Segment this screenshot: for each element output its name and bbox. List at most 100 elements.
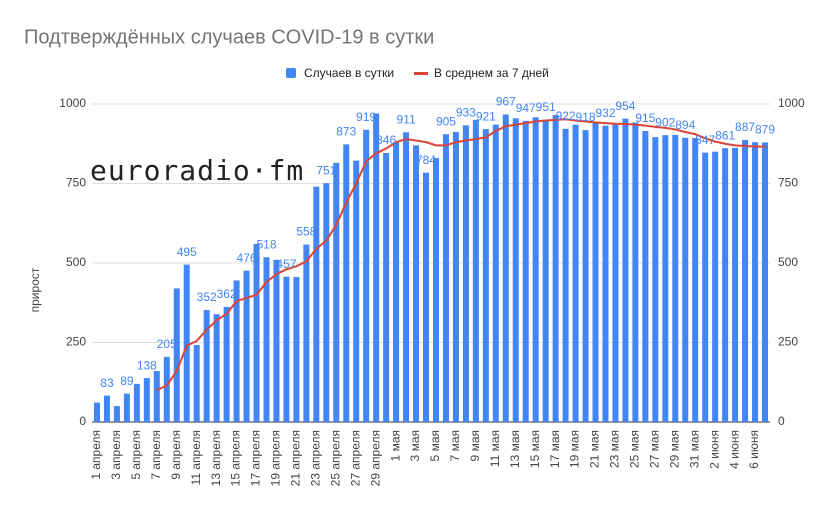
x-tick-label: 9 мая: [468, 430, 482, 461]
bar: [413, 145, 420, 422]
bar: [542, 119, 549, 422]
x-tick-label: 17 апреля: [249, 430, 263, 486]
bar: [363, 129, 370, 422]
bar: [732, 147, 739, 422]
bar: [273, 259, 280, 422]
bar: [712, 151, 719, 422]
bar: [572, 124, 579, 423]
data-label: 205: [157, 337, 177, 351]
bar: [383, 152, 390, 423]
bar: [592, 123, 599, 422]
data-label: 887: [735, 120, 755, 134]
bar: [213, 314, 220, 422]
data-label: 362: [217, 287, 237, 301]
bar: [632, 122, 639, 422]
x-tick-label: 3 апреля: [109, 430, 123, 480]
data-label: 846: [376, 133, 396, 147]
bar: [113, 406, 120, 422]
x-tick-label: 27 апреля: [348, 430, 362, 486]
bar: [343, 144, 350, 423]
bar: [303, 244, 310, 422]
data-label: 751: [316, 163, 336, 177]
data-label: 919: [356, 110, 376, 124]
bar: [233, 280, 240, 422]
bar: [532, 117, 539, 422]
bar: [742, 139, 749, 422]
data-label: 932: [595, 106, 615, 120]
bar: [672, 134, 679, 422]
data-label: 915: [635, 111, 655, 125]
x-tick-label: 31 мая: [687, 430, 701, 468]
bar: [143, 378, 150, 422]
bar: [662, 135, 669, 422]
bar: [243, 270, 250, 422]
y2-tick-label: 500: [778, 255, 798, 269]
bar: [153, 371, 160, 422]
data-label: 918: [576, 110, 596, 124]
data-label: 922: [556, 109, 576, 123]
data-label: 847: [695, 133, 715, 147]
bar: [622, 118, 629, 423]
watermark: euroradio·fm: [90, 154, 304, 187]
x-tick-label: 11 апреля: [189, 430, 203, 485]
legend-swatch: [286, 68, 296, 78]
x-tick-label: 29 мая: [667, 430, 681, 468]
bar: [512, 118, 519, 422]
bar: [263, 257, 270, 422]
bar: [612, 124, 619, 423]
bar: [323, 183, 330, 422]
x-tick-label: 15 мая: [528, 430, 542, 468]
data-label: 951: [536, 100, 556, 114]
x-tick-label: 7 апреля: [149, 430, 163, 480]
bar: [762, 142, 769, 422]
average-line: [156, 118, 766, 392]
bar: [692, 138, 699, 422]
data-label: 83: [100, 376, 114, 390]
bar: [562, 128, 569, 422]
x-tick-label: 6 июня: [747, 430, 761, 469]
bar: [642, 131, 649, 422]
y2-tick-label: 750: [778, 176, 798, 190]
bar: [462, 125, 469, 422]
bar: [183, 264, 190, 422]
bar: [432, 158, 439, 422]
legend-label: Случаев в сутки: [304, 66, 394, 80]
bar: [682, 137, 689, 422]
chart-title: Подтверждённых случаев COVID-19 в сутки: [24, 26, 434, 48]
legend-label: В среднем за 7 дней: [434, 66, 549, 80]
bar: [492, 124, 499, 423]
data-label: 495: [177, 245, 197, 259]
data-label: 902: [655, 115, 675, 129]
x-tick-label: 1 апреля: [89, 430, 103, 480]
x-tick-label: 19 мая: [568, 430, 582, 468]
data-label: 933: [456, 105, 476, 119]
y-tick-label: 500: [66, 255, 86, 269]
data-label: 954: [615, 99, 635, 113]
x-tick-label: 9 апреля: [169, 430, 183, 480]
bar: [752, 142, 759, 422]
x-tick-label: 3 мая: [408, 430, 422, 461]
x-tick-label: 5 мая: [428, 430, 442, 461]
bar: [93, 402, 100, 422]
data-label: 921: [476, 109, 496, 123]
x-tick-label: 11 мая: [488, 430, 502, 467]
data-label: 873: [336, 125, 356, 139]
data-label: 905: [436, 114, 456, 128]
y-tick-label: 1000: [59, 96, 86, 110]
y2-tick-label: 250: [778, 335, 798, 349]
bar: [313, 186, 320, 422]
x-tick-label: 7 мая: [448, 430, 462, 461]
x-tick-label: 23 апреля: [309, 430, 323, 486]
bar: [103, 395, 110, 422]
data-label: 947: [516, 101, 536, 115]
bar: [602, 125, 609, 423]
x-tick-label: 27 мая: [648, 430, 662, 468]
bar: [203, 310, 210, 422]
y-axis-label: прирост: [28, 267, 42, 312]
x-tick-label: 17 мая: [548, 430, 562, 468]
x-tick-label: 19 апреля: [269, 430, 283, 486]
bar: [702, 152, 709, 423]
x-tick-label: 25 апреля: [328, 430, 342, 486]
bar: [333, 162, 340, 422]
